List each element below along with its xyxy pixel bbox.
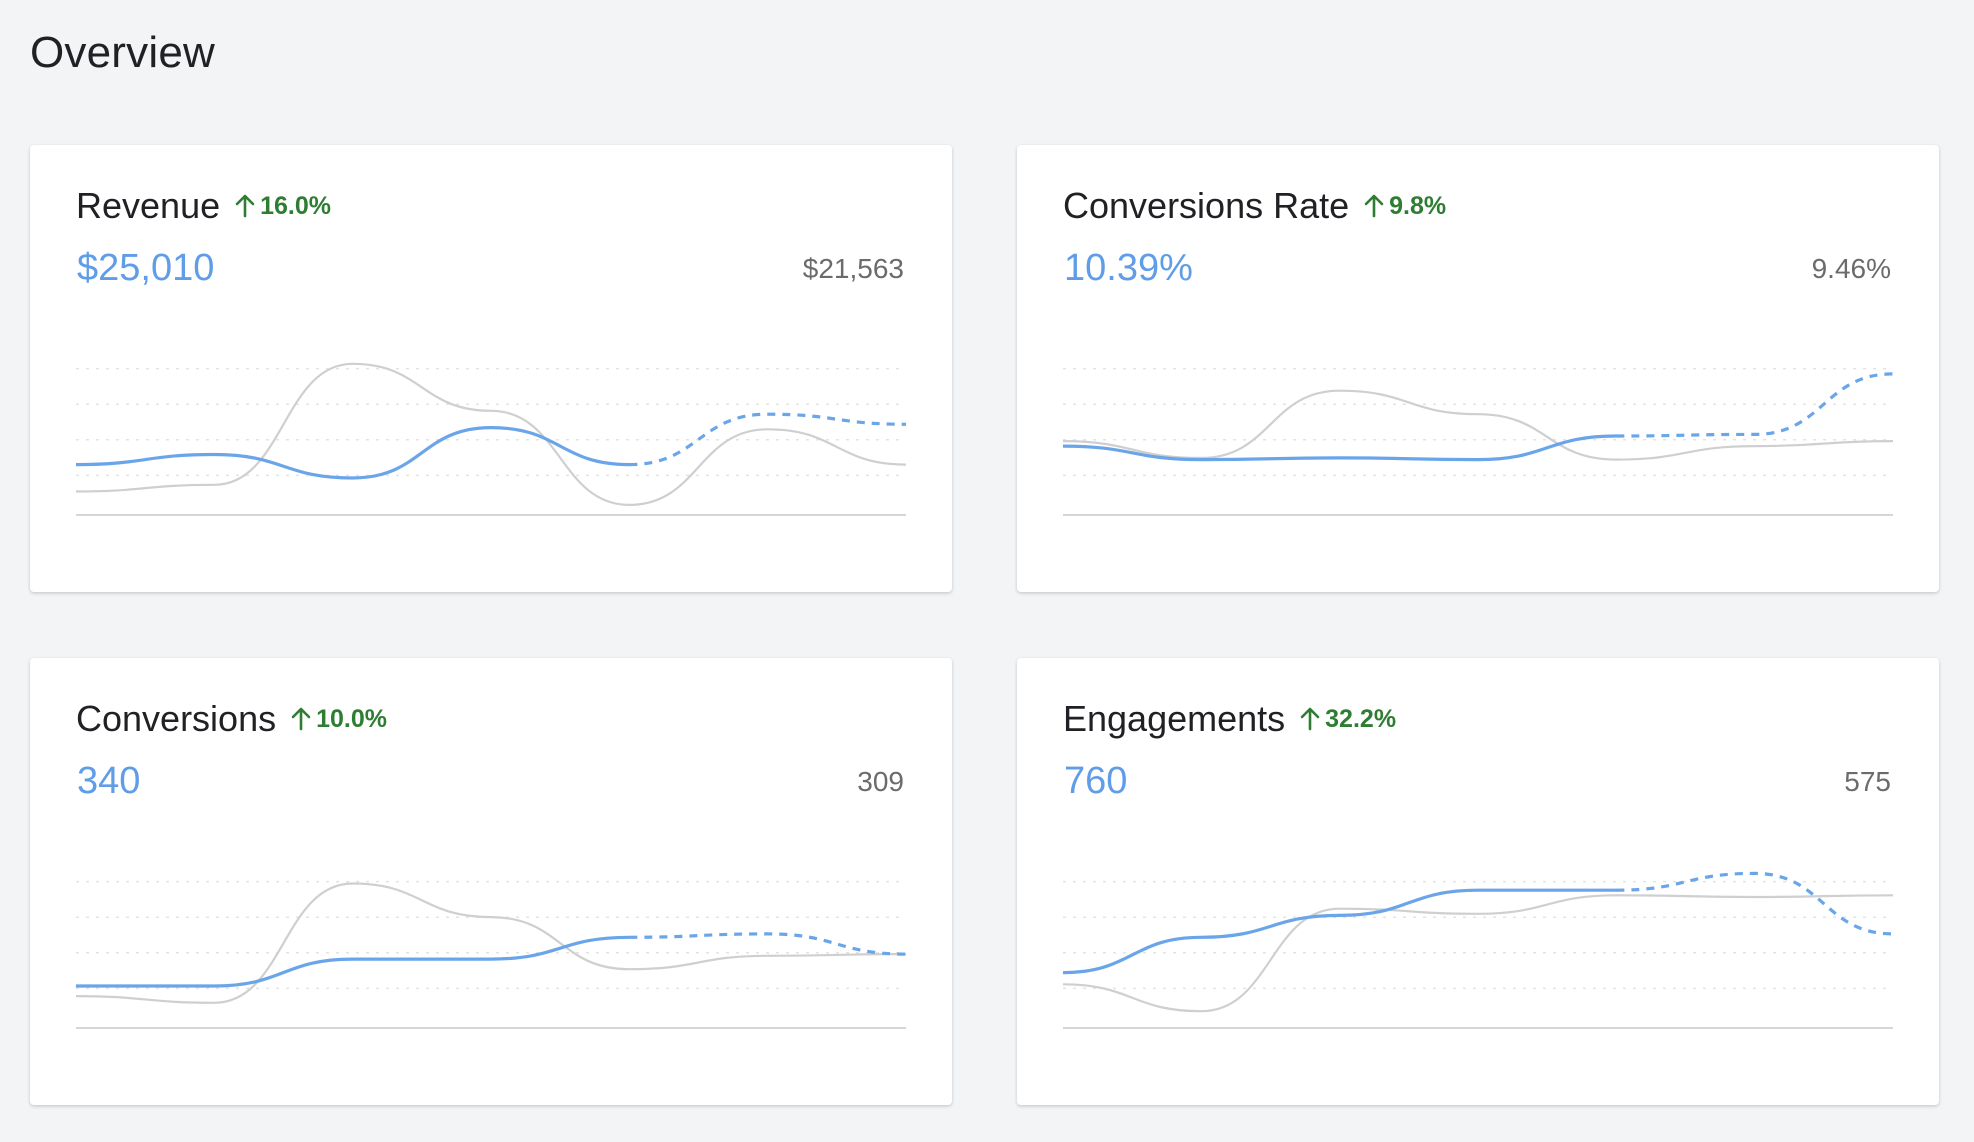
previous-value: 575 (1844, 766, 1891, 797)
current-value: 10.39% (1064, 247, 1193, 289)
revenue-card: Revenue 16.0% $25,010 $21,563 (30, 145, 952, 592)
change-value: 9.8% (1389, 191, 1447, 220)
change-badge: 9.8% (1363, 192, 1446, 221)
change-badge: 10.0% (290, 705, 387, 734)
series-previous-line (1063, 894, 1893, 1013)
series-current-projection-line (629, 412, 906, 467)
current-value: 340 (77, 760, 141, 802)
card-title: Engagements (1063, 698, 1286, 739)
previous-value: 309 (857, 766, 904, 797)
page-title: Overview (30, 28, 215, 77)
previous-value: 9.46% (1811, 253, 1891, 284)
series-previous-line (76, 362, 906, 507)
arrow-up-icon (1300, 707, 1320, 731)
change-badge: 32.2% (1299, 705, 1396, 734)
current-value: 760 (1064, 760, 1128, 802)
series-previous-line (1063, 389, 1893, 461)
previous-value: $21,563 (802, 253, 904, 284)
card-title: Conversions Rate (1063, 185, 1350, 226)
card-title: Revenue (76, 185, 221, 226)
engagements-chart (1063, 871, 1893, 1029)
series-previous-line (76, 882, 906, 1004)
series-current-line (1063, 888, 1618, 975)
change-value: 10.0% (316, 704, 387, 733)
series-current-line (1063, 434, 1618, 462)
conversions-rate-card: Conversions Rate 9.8% 10.39% 9.46% (1017, 145, 1939, 592)
change-badge: 16.0% (234, 192, 331, 221)
revenue-chart (76, 362, 906, 516)
series-current-projection-line (629, 932, 906, 956)
series-current-projection-line (1616, 871, 1893, 936)
conversions-card: Conversions 10.0% 340 309 (30, 658, 952, 1105)
engagements-card: Engagements 32.2% 760 575 (1017, 658, 1939, 1105)
change-value: 32.2% (1325, 704, 1397, 733)
change-value: 16.0% (260, 191, 331, 220)
series-current-projection-line (1616, 372, 1893, 438)
arrow-up-icon (291, 707, 311, 731)
series-current-line (76, 935, 631, 988)
arrow-up-icon (1364, 194, 1384, 218)
conversions-chart (76, 880, 906, 1029)
card-title: Conversions (76, 698, 277, 739)
arrow-up-icon (235, 194, 255, 218)
current-value: $25,010 (77, 247, 215, 289)
conversions-rate-chart (1063, 367, 1893, 516)
series-current-line (76, 425, 631, 480)
